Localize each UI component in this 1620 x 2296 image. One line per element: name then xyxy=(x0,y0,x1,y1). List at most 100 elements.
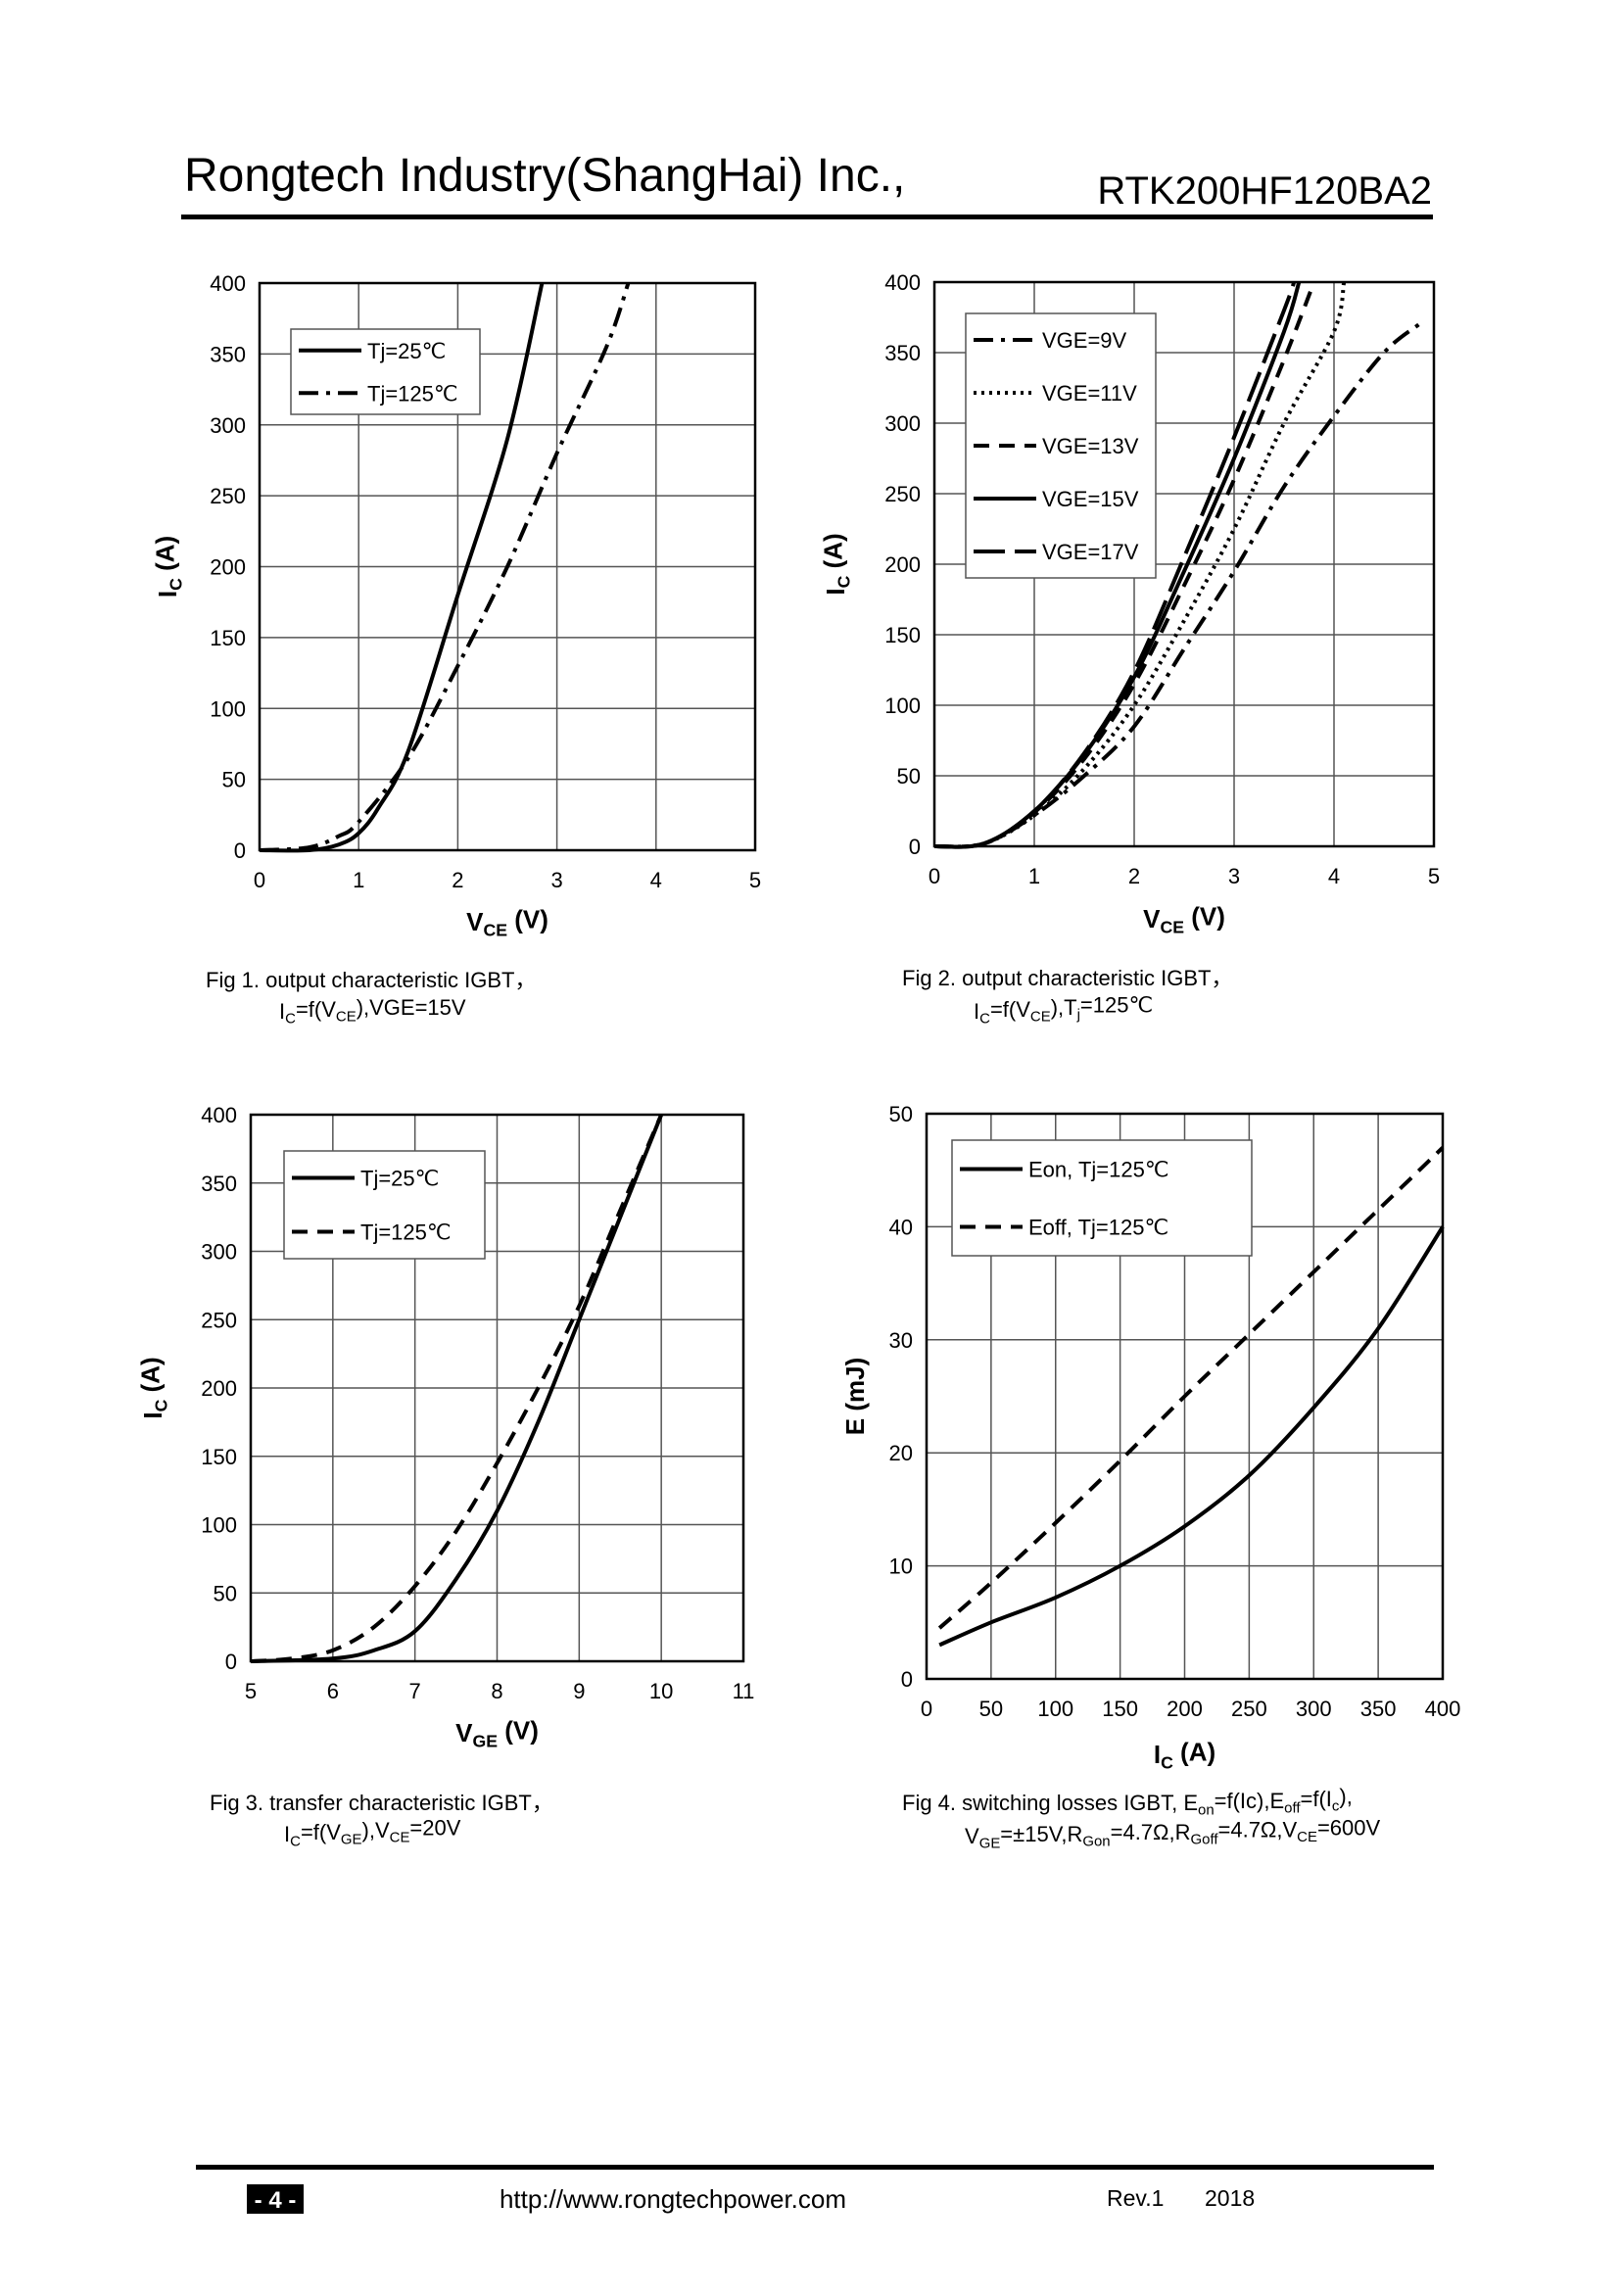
text-segment: V xyxy=(466,907,484,936)
x-tick-label: 7 xyxy=(409,1679,421,1703)
x-tick-label: 0 xyxy=(921,1697,932,1721)
text-segment: =f(V xyxy=(990,997,1030,1022)
x-tick-label: 9 xyxy=(573,1679,585,1703)
text-segment: ), xyxy=(1339,1785,1352,1809)
subscript: CE xyxy=(1297,1829,1317,1845)
legend-label: VGE=9V xyxy=(1042,328,1127,353)
x-tick-label: 1 xyxy=(1028,864,1040,888)
y-tick-label: 100 xyxy=(884,694,921,718)
figure-caption: IC=f(VGE),VCE=20V xyxy=(284,1816,461,1850)
text-segment: =125℃ xyxy=(1080,993,1153,1018)
part-number: RTK200HF120BA2 xyxy=(1097,169,1432,213)
y-tick-label: 150 xyxy=(884,623,921,647)
text-segment: =f(Ic),E xyxy=(1215,1789,1285,1813)
company-name: Rongtech Industry(ShangHai) Inc., xyxy=(184,150,905,202)
legend-box xyxy=(290,328,481,415)
y-axis-label: E (mJ) xyxy=(840,1358,870,1435)
legend-label: Eoff, Tj=125℃ xyxy=(1028,1216,1168,1240)
x-tick-label: 2 xyxy=(1128,864,1140,888)
page-number-box xyxy=(247,2184,304,2214)
legend-label: VGE=11V xyxy=(1042,381,1137,406)
text-segment: =f(V xyxy=(301,1820,341,1844)
x-tick-label: 0 xyxy=(929,864,940,888)
series-line xyxy=(250,1114,664,1663)
y-tick-label: 0 xyxy=(225,1650,237,1674)
subscript: C xyxy=(285,1010,296,1027)
x-tick-label: 0 xyxy=(254,868,265,892)
y-tick-label: 350 xyxy=(201,1172,237,1196)
page-number: - 4 - xyxy=(255,2187,297,2214)
legend-label: VGE=17V xyxy=(1042,540,1139,564)
subscript: j xyxy=(1076,1006,1080,1023)
text-segment: Fig 3. transfer characteristic IGBT， xyxy=(210,1791,553,1815)
y-tick-label: 20 xyxy=(889,1441,913,1465)
legend-box xyxy=(951,1139,1253,1257)
text-segment: I xyxy=(1154,1740,1161,1769)
text-segment: ),VGE=15V xyxy=(357,995,466,1020)
x-tick-label: 5 xyxy=(1428,864,1440,888)
text-segment: ),V xyxy=(362,1818,390,1842)
y-tick-label: 300 xyxy=(201,1240,237,1265)
y-tick-label: 0 xyxy=(901,1667,913,1692)
legend-box xyxy=(283,1150,486,1260)
series-line xyxy=(250,1114,664,1663)
y-tick-label: 150 xyxy=(210,626,246,650)
legend-label: Tj=125℃ xyxy=(367,381,458,406)
legend-box xyxy=(965,312,1157,579)
text-segment: I xyxy=(821,588,850,595)
y-axis-label: IC (A) xyxy=(136,1357,171,1418)
legend-label: Tj=25℃ xyxy=(360,1167,439,1191)
text-segment: =±15V,R xyxy=(1000,1822,1082,1846)
x-tick-label: 8 xyxy=(491,1679,502,1703)
plot-frame xyxy=(925,1112,1445,1681)
figure-caption: Fig 3. transfer characteristic IGBT， xyxy=(210,1791,553,1815)
y-tick-label: 0 xyxy=(909,835,921,859)
y-tick-label: 350 xyxy=(210,342,246,366)
x-tick-label: 1 xyxy=(353,868,364,892)
text-segment: V xyxy=(455,1718,473,1747)
chart: 5 6 7 8 9 10 11050100150200250300350400Tj=25℃T… xyxy=(136,1103,755,1849)
figure-caption: Fig 2. output characteristic IGBT， xyxy=(902,966,1232,990)
y-tick-label: 200 xyxy=(210,555,246,580)
subscript: GE xyxy=(341,1831,362,1847)
legend: VGE=9V VGE=11V VGE=13V VGE=15V VGE=17V xyxy=(965,312,1157,579)
figure-caption: VGE=±15V,RGon=4.7Ω,RGoff=4.7Ω,VCE=600V xyxy=(965,1816,1381,1852)
x-tick-label: 5 xyxy=(749,868,761,892)
chart: 0 1 2 3 4 5050100150200250300350400VGE=9VVGE=… xyxy=(819,270,1441,1027)
y-tick-label: 250 xyxy=(884,482,921,506)
text-segment: =4.7Ω,V xyxy=(1218,1818,1298,1842)
text-segment: I xyxy=(153,591,182,598)
legend-label: VGE=15V xyxy=(1042,487,1139,511)
y-tick-label: 100 xyxy=(210,696,246,721)
text-segment: Fig 4. switching losses IGBT, E xyxy=(902,1791,1198,1815)
legend: Eon, Tj=125℃ Eoff, Tj=125℃ xyxy=(951,1139,1253,1257)
x-tick-label: 350 xyxy=(1360,1697,1397,1721)
x-tick-label: 6 xyxy=(327,1679,339,1703)
subscript: C xyxy=(834,575,853,588)
legend: Tj=25℃ Tj=125℃ xyxy=(290,328,481,415)
x-tick-label: 150 xyxy=(1102,1697,1138,1721)
subscript: c xyxy=(1332,1797,1340,1814)
text-segment: ),T xyxy=(1051,995,1077,1020)
text-segment: Fig 1. output characteristic IGBT， xyxy=(206,968,536,992)
x-tick-label: 2 xyxy=(452,868,463,892)
legend: Tj=25℃ Tj=125℃ xyxy=(283,1150,486,1260)
x-tick-label: 4 xyxy=(1328,864,1340,888)
x-tick-label: 50 xyxy=(979,1697,1003,1721)
x-tick-label: 200 xyxy=(1167,1697,1203,1721)
subscript: CE xyxy=(336,1008,357,1025)
y-axis-label: IC (A) xyxy=(151,536,186,598)
y-tick-label: 350 xyxy=(884,341,921,365)
subscript: C xyxy=(979,1010,990,1027)
y-tick-label: 400 xyxy=(201,1103,237,1127)
text-segment: =4.7Ω,R xyxy=(1111,1820,1191,1844)
subscript: CE xyxy=(1030,1008,1051,1025)
text-segment: (V) xyxy=(498,1716,539,1746)
x-tick-label: 250 xyxy=(1231,1697,1267,1721)
x-tick-label: 3 xyxy=(550,868,562,892)
text-segment: E (mJ) xyxy=(840,1358,870,1435)
legend-label: Eon, Tj=125℃ xyxy=(1028,1158,1169,1182)
chart: 0 50 100 150 200 250 300 350 400 0 10 20 30 40 50 Eon, … xyxy=(840,1102,1460,1851)
x-tick-label: 4 xyxy=(650,868,662,892)
